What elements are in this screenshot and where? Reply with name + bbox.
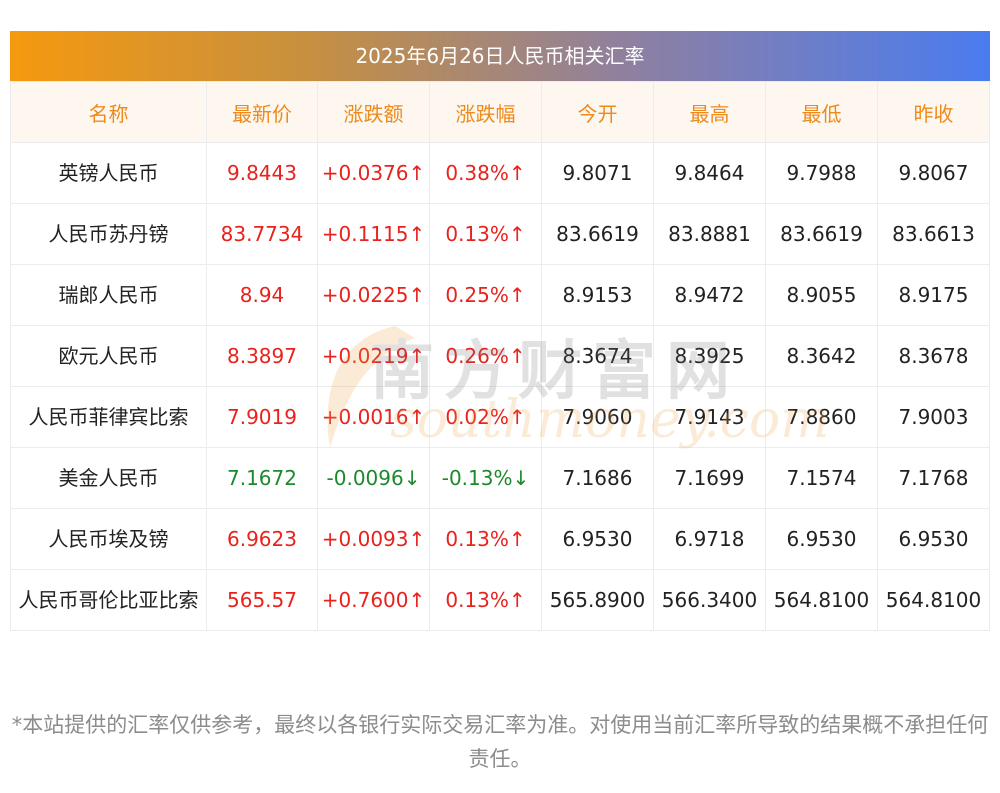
rate-change-pct: 0.25%↑	[429, 264, 542, 326]
rate-prev-close: 9.8067	[877, 142, 990, 204]
rate-prev-close: 6.9530	[877, 508, 990, 570]
table-row: 美金人民币 7.1672 -0.0096↓ -0.13%↓ 7.1686 7.1699 7.…	[10, 447, 990, 509]
rate-name: 英镑人民币	[10, 142, 207, 204]
table-row: 人民币哥伦比亚比索 565.57 +0.7600↑ 0.13%↑ 565.8900 566…	[10, 569, 990, 631]
table-row: 人民币苏丹镑 83.7734 +0.1115↑ 0.13%↑ 83.6619 83.888…	[10, 203, 990, 265]
rate-open: 565.8900	[541, 569, 654, 631]
rate-low: 8.9055	[765, 264, 878, 326]
rate-open: 7.1686	[541, 447, 654, 509]
rate-prev-close: 7.1768	[877, 447, 990, 509]
col-header-change: 涨跌额	[317, 81, 430, 143]
rate-latest: 8.94	[206, 264, 318, 326]
rate-name: 人民币哥伦比亚比索	[10, 569, 207, 631]
exchange-rate-table: 名称 最新价 涨跌额 涨跌幅 今开 最高 最低 昨收 英镑人民币 9.8443 +0…	[10, 81, 990, 631]
col-header-change-pct: 涨跌幅	[429, 81, 542, 143]
rate-high: 6.9718	[653, 508, 766, 570]
disclaimer: *本站提供的汇率仅供参考，最终以各银行实际交易汇率为准。对使用当前汇率所导致的结…	[11, 713, 989, 771]
rate-name: 瑞郎人民币	[10, 264, 207, 326]
table-row: 瑞郎人民币 8.94 +0.0225↑ 0.25%↑ 8.9153 8.9472 8.905…	[10, 264, 990, 326]
rate-high: 8.9472	[653, 264, 766, 326]
col-header-latest: 最新价	[206, 81, 318, 143]
rate-latest: 6.9623	[206, 508, 318, 570]
rate-open: 9.8071	[541, 142, 654, 204]
rate-change: +0.7600↑	[317, 569, 430, 631]
rate-open: 83.6619	[541, 203, 654, 265]
rate-open: 8.9153	[541, 264, 654, 326]
rate-high: 8.3925	[653, 325, 766, 387]
rate-low: 564.8100	[765, 569, 878, 631]
table-title: 2025年6月26日人民币相关汇率	[10, 31, 990, 81]
rate-latest: 8.3897	[206, 325, 318, 387]
rate-low: 83.6619	[765, 203, 878, 265]
rate-open: 7.9060	[541, 386, 654, 448]
rate-high: 7.9143	[653, 386, 766, 448]
rate-name: 人民币菲律宾比索	[10, 386, 207, 448]
rate-high: 9.8464	[653, 142, 766, 204]
rate-prev-close: 564.8100	[877, 569, 990, 631]
rate-prev-close: 83.6613	[877, 203, 990, 265]
rate-change: -0.0096↓	[317, 447, 430, 509]
rate-change-pct: 0.02%↑	[429, 386, 542, 448]
rate-change: +0.0376↑	[317, 142, 430, 204]
col-header-open: 今开	[541, 81, 654, 143]
rate-name: 欧元人民币	[10, 325, 207, 387]
rate-low: 6.9530	[765, 508, 878, 570]
rate-change: +0.0016↑	[317, 386, 430, 448]
rate-change: +0.1115↑	[317, 203, 430, 265]
table-row: 欧元人民币 8.3897 +0.0219↑ 0.26%↑ 8.3674 8.3925 8.3…	[10, 325, 990, 387]
rate-latest: 565.57	[206, 569, 318, 631]
table-row: 英镑人民币 9.8443 +0.0376↑ 0.38%↑ 9.8071 9.8464 9.7…	[10, 142, 990, 204]
rate-low: 9.7988	[765, 142, 878, 204]
rate-low: 7.1574	[765, 447, 878, 509]
rate-change-pct: 0.26%↑	[429, 325, 542, 387]
rate-open: 6.9530	[541, 508, 654, 570]
rate-change: +0.0219↑	[317, 325, 430, 387]
rate-change-pct: 0.38%↑	[429, 142, 542, 204]
rate-change-pct: 0.13%↑	[429, 203, 542, 265]
rate-prev-close: 7.9003	[877, 386, 990, 448]
table-row: 人民币菲律宾比索 7.9019 +0.0016↑ 0.02%↑ 7.9060 7.9143…	[10, 386, 990, 448]
rate-change: +0.0093↑	[317, 508, 430, 570]
rate-name: 人民币埃及镑	[10, 508, 207, 570]
col-header-high: 最高	[653, 81, 766, 143]
rate-latest: 7.9019	[206, 386, 318, 448]
col-header-prev-close: 昨收	[877, 81, 990, 143]
rate-change: +0.0225↑	[317, 264, 430, 326]
rate-high: 83.8881	[653, 203, 766, 265]
rate-change-pct: 0.13%↑	[429, 508, 542, 570]
rate-name: 美金人民币	[10, 447, 207, 509]
rate-latest: 7.1672	[206, 447, 318, 509]
rate-latest: 9.8443	[206, 142, 318, 204]
header-row: 名称 最新价 涨跌额 涨跌幅 今开 最高 最低 昨收	[10, 81, 990, 143]
table-row: 人民币埃及镑 6.9623 +0.0093↑ 0.13%↑ 6.9530 6.9718 6.…	[10, 508, 990, 570]
rate-name: 人民币苏丹镑	[10, 203, 207, 265]
rate-open: 8.3674	[541, 325, 654, 387]
rate-high: 566.3400	[653, 569, 766, 631]
rate-high: 7.1699	[653, 447, 766, 509]
col-header-name: 名称	[10, 81, 207, 143]
rate-prev-close: 8.9175	[877, 264, 990, 326]
rate-low: 8.3642	[765, 325, 878, 387]
rate-prev-close: 8.3678	[877, 325, 990, 387]
rate-change-pct: 0.13%↑	[429, 569, 542, 631]
rate-change-pct: -0.13%↓	[429, 447, 542, 509]
col-header-low: 最低	[765, 81, 878, 143]
rate-latest: 83.7734	[206, 203, 318, 265]
rate-low: 7.8860	[765, 386, 878, 448]
